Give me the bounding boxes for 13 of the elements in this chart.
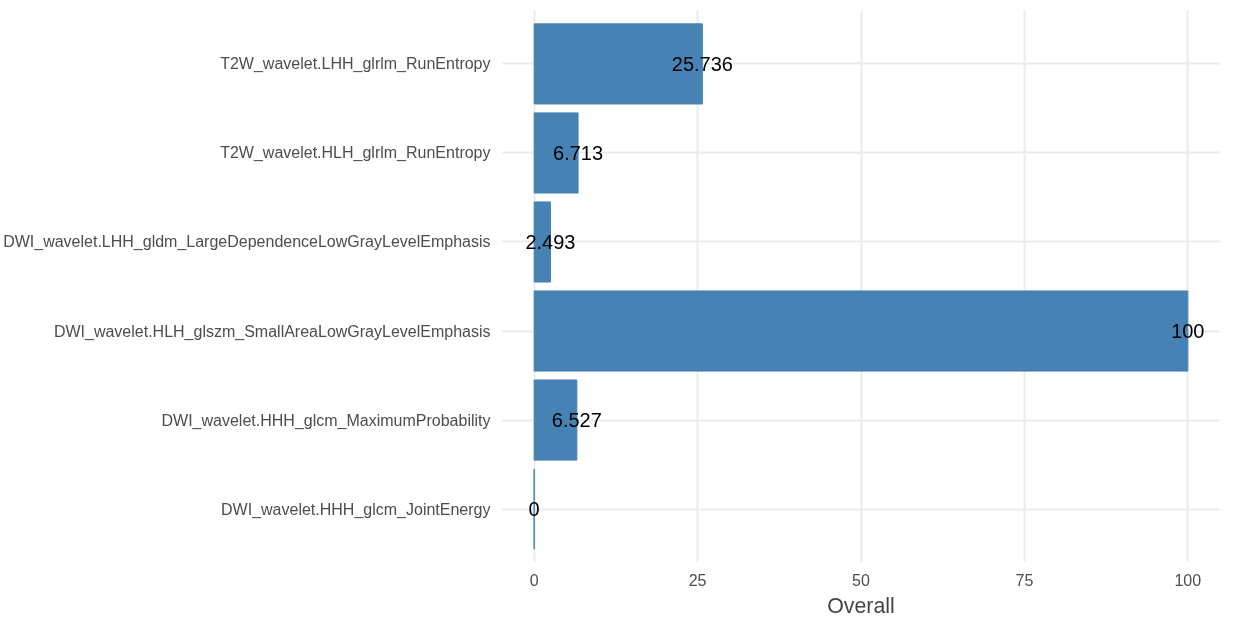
x-tick-label: 75 [1015, 571, 1034, 589]
x-tick-label: 25 [688, 571, 707, 589]
data-label: 6.713 [553, 141, 604, 164]
y-tick-label: DWI_wavelet.HHH_glcm_JointEnergy [221, 500, 491, 519]
y-tick-label: T2W_wavelet.LHH_glrlm_RunEntropy [220, 55, 491, 74]
y-tick-label: DWI_wavelet.LHH_gldm_LargeDependenceLowGrayLevelEmphasis [3, 233, 491, 252]
x-axis-title: Overall [827, 593, 895, 618]
x-tick-label: 50 [852, 571, 870, 589]
y-tick-label: DWI_wavelet.HLH_glszm_SmallAreaLowGrayLevelEmphasis [53, 322, 491, 341]
y-tick-label: T2W_wavelet.HLH_glrlm_RunEntropy [220, 144, 491, 163]
y-tick-label: DWI_wavelet.HHH_glcm_MaximumProbability [161, 411, 491, 430]
x-tick-label: 0 [529, 571, 539, 589]
x-tick-label: 100 [1174, 571, 1202, 589]
